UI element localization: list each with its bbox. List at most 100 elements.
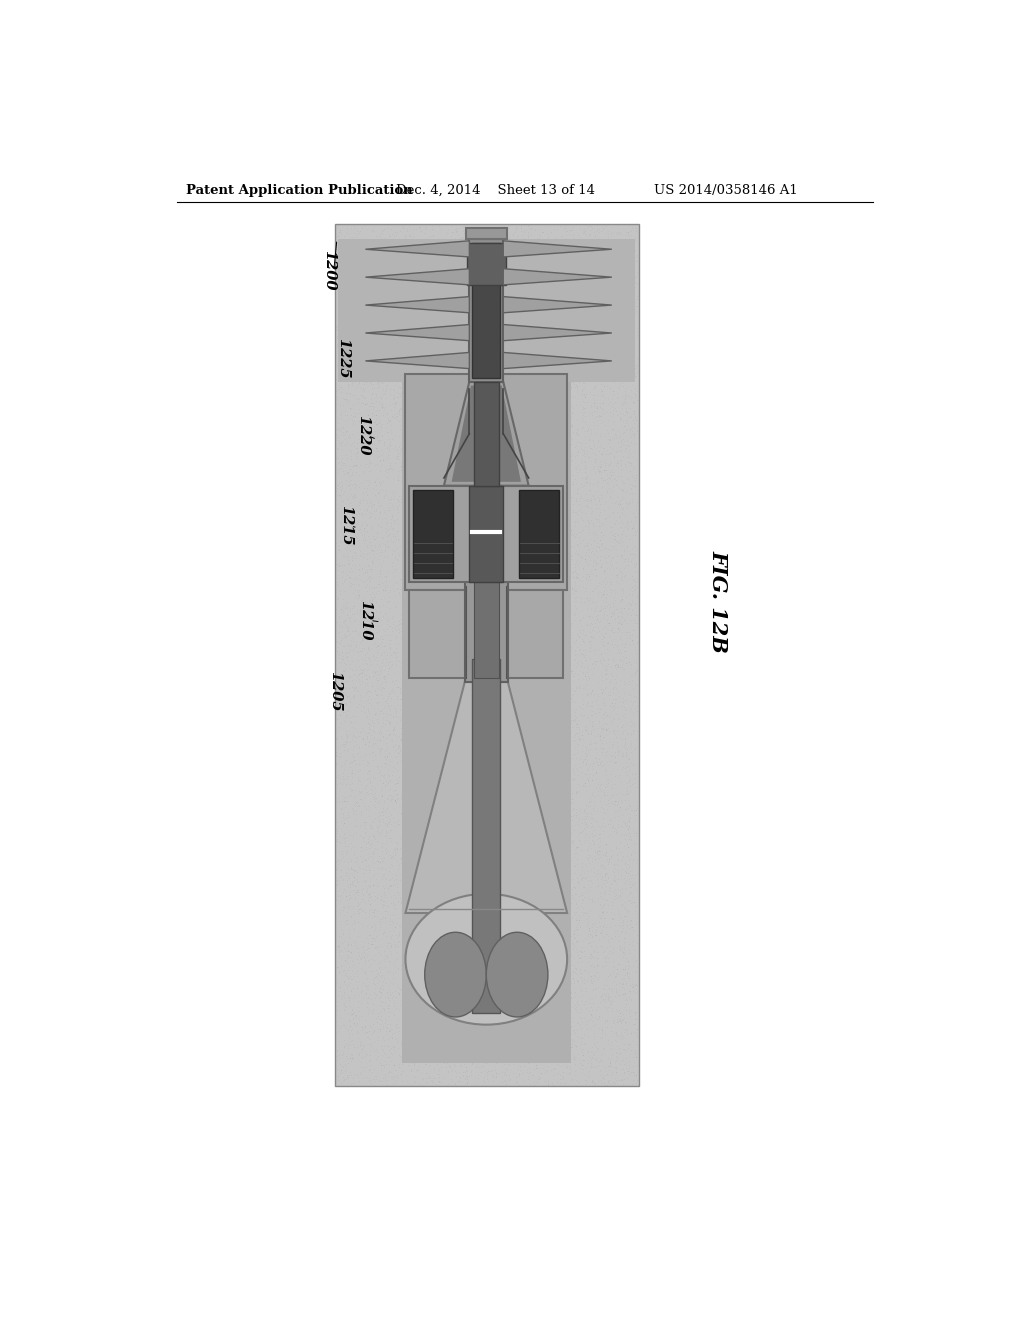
Point xyxy=(539,536,555,557)
Point xyxy=(516,946,532,968)
Point xyxy=(523,1047,540,1068)
Point xyxy=(620,812,636,833)
Point xyxy=(519,1053,536,1074)
Point xyxy=(534,523,550,544)
Point xyxy=(554,579,570,601)
Point xyxy=(523,350,540,371)
Point xyxy=(527,665,544,686)
Point xyxy=(435,640,452,661)
Point xyxy=(400,536,417,557)
Point xyxy=(488,675,505,696)
Point xyxy=(552,904,568,925)
Point xyxy=(329,380,345,401)
Point xyxy=(549,1053,565,1074)
Point xyxy=(617,973,634,994)
Point xyxy=(352,958,369,979)
Point xyxy=(362,363,379,384)
Point xyxy=(564,797,581,818)
Point xyxy=(428,665,444,686)
Point xyxy=(375,333,391,354)
Point xyxy=(530,337,547,358)
Point xyxy=(549,507,565,528)
Point xyxy=(571,498,588,519)
Point xyxy=(394,1051,411,1072)
Point xyxy=(539,853,555,874)
Point xyxy=(617,714,634,735)
Point xyxy=(605,651,622,672)
Point xyxy=(444,557,461,578)
Point xyxy=(622,968,638,989)
Point xyxy=(591,404,607,425)
Point xyxy=(461,870,477,891)
Point xyxy=(520,1001,537,1022)
Point xyxy=(332,631,348,652)
Point xyxy=(433,256,450,277)
Point xyxy=(531,469,548,490)
Point xyxy=(518,647,535,668)
Point xyxy=(379,248,395,269)
Point xyxy=(488,718,505,739)
Point xyxy=(496,961,512,982)
Point xyxy=(474,447,490,469)
Point xyxy=(515,993,531,1014)
Point xyxy=(501,644,517,665)
Point xyxy=(604,488,621,510)
Point xyxy=(559,738,575,759)
Point xyxy=(514,807,530,828)
Point xyxy=(593,556,609,577)
Point xyxy=(488,985,505,1006)
Point xyxy=(397,479,414,500)
Point xyxy=(436,440,453,461)
Point xyxy=(616,352,633,374)
Point xyxy=(367,342,383,363)
Point xyxy=(429,774,445,795)
Point xyxy=(591,601,607,622)
Point xyxy=(610,426,627,447)
Point xyxy=(334,432,350,453)
Point xyxy=(567,490,584,511)
Point xyxy=(608,552,625,573)
Point xyxy=(371,607,387,628)
Point xyxy=(531,234,548,255)
Point xyxy=(527,689,544,710)
Point xyxy=(593,787,609,808)
Point xyxy=(356,321,373,342)
Point xyxy=(423,869,439,890)
Point xyxy=(530,440,547,461)
Point xyxy=(613,1024,630,1045)
Point xyxy=(431,1022,447,1043)
Point xyxy=(399,281,416,302)
Point xyxy=(411,425,427,446)
Point xyxy=(622,882,638,903)
Point xyxy=(600,545,616,566)
Point xyxy=(565,234,582,255)
Point xyxy=(555,849,571,870)
Point xyxy=(419,1038,435,1059)
Point xyxy=(425,1057,441,1078)
Point xyxy=(489,731,506,752)
Point xyxy=(572,1014,589,1035)
Point xyxy=(387,837,403,858)
Point xyxy=(331,652,347,673)
Point xyxy=(522,1003,539,1024)
Point xyxy=(522,846,539,867)
Point xyxy=(386,242,402,263)
Point xyxy=(359,659,376,680)
Point xyxy=(372,851,388,873)
Point xyxy=(369,661,385,682)
Point xyxy=(353,638,370,659)
Point xyxy=(628,292,644,313)
Point xyxy=(489,768,506,789)
Point xyxy=(488,793,505,814)
Point xyxy=(588,480,604,502)
Point xyxy=(396,1051,413,1072)
Point xyxy=(353,780,370,801)
Point xyxy=(456,686,472,708)
Point xyxy=(383,830,399,851)
Point xyxy=(538,502,554,523)
Point xyxy=(413,880,429,902)
Point xyxy=(488,800,505,821)
Point xyxy=(607,317,624,338)
Point xyxy=(497,725,513,746)
Point xyxy=(407,779,423,800)
